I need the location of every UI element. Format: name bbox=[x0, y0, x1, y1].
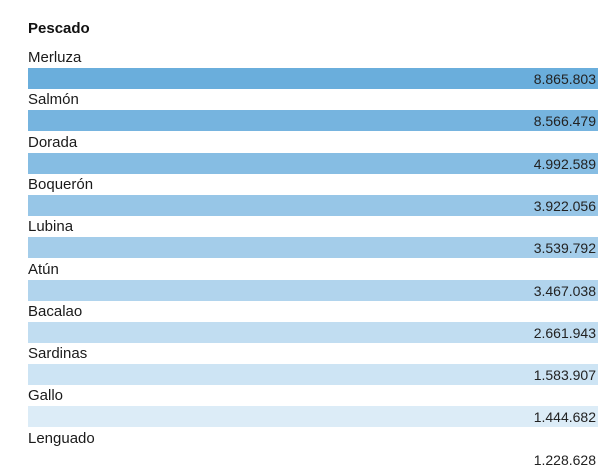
column-header: Pescado bbox=[28, 20, 90, 37]
row-value: 1.583.907 bbox=[533, 367, 596, 384]
table-row: Boquerón 3.922.056 bbox=[28, 176, 598, 218]
row-label: Merluza bbox=[28, 49, 82, 66]
table-row: Dorada 4.992.589 bbox=[28, 134, 598, 176]
value-bar bbox=[28, 194, 598, 216]
row-value: 4.992.589 bbox=[533, 155, 596, 172]
row-value: 3.539.792 bbox=[533, 240, 596, 257]
row-label: Lenguado bbox=[28, 429, 95, 447]
table-row: Bacalao 2.661.943 bbox=[28, 303, 598, 345]
row-label: Boquerón bbox=[28, 175, 94, 193]
value-bar bbox=[28, 152, 598, 174]
table-row: Salmón 8.566.479 bbox=[28, 91, 598, 133]
row-label: Sardinas bbox=[28, 345, 88, 363]
table-row: Atún 3.467.038 bbox=[28, 261, 598, 303]
table-row: Lenguado 1.228.628 bbox=[28, 430, 598, 472]
value-bar bbox=[28, 448, 598, 470]
row-value: 3.467.038 bbox=[533, 282, 596, 299]
row-label: Bacalao bbox=[28, 302, 83, 320]
table-row: Lubina 3.539.792 bbox=[28, 218, 598, 260]
row-value: 1.444.682 bbox=[533, 409, 596, 426]
row-label: Dorada bbox=[28, 133, 78, 151]
value-bar bbox=[28, 406, 598, 428]
value-bar bbox=[28, 279, 598, 301]
row-value: 8.566.479 bbox=[533, 113, 596, 130]
row-label: Gallo bbox=[28, 387, 64, 405]
row-label: Lubina bbox=[28, 218, 74, 236]
value-bar bbox=[28, 68, 598, 89]
value-bar bbox=[28, 110, 598, 132]
row-value: 3.922.056 bbox=[533, 197, 596, 214]
value-bar bbox=[28, 237, 598, 259]
row-value: 8.865.803 bbox=[533, 71, 596, 87]
value-bar bbox=[28, 364, 598, 386]
table-row: Merluza 8.865.803 bbox=[28, 49, 598, 91]
value-bar bbox=[28, 321, 598, 343]
table-row: Gallo 1.444.682 bbox=[28, 387, 598, 429]
table-row: Sardinas 1.583.907 bbox=[28, 345, 598, 387]
row-label: Atún bbox=[28, 260, 59, 278]
row-value: 2.661.943 bbox=[533, 324, 596, 341]
row-value: 1.228.628 bbox=[533, 451, 596, 468]
row-label: Salmón bbox=[28, 91, 79, 109]
